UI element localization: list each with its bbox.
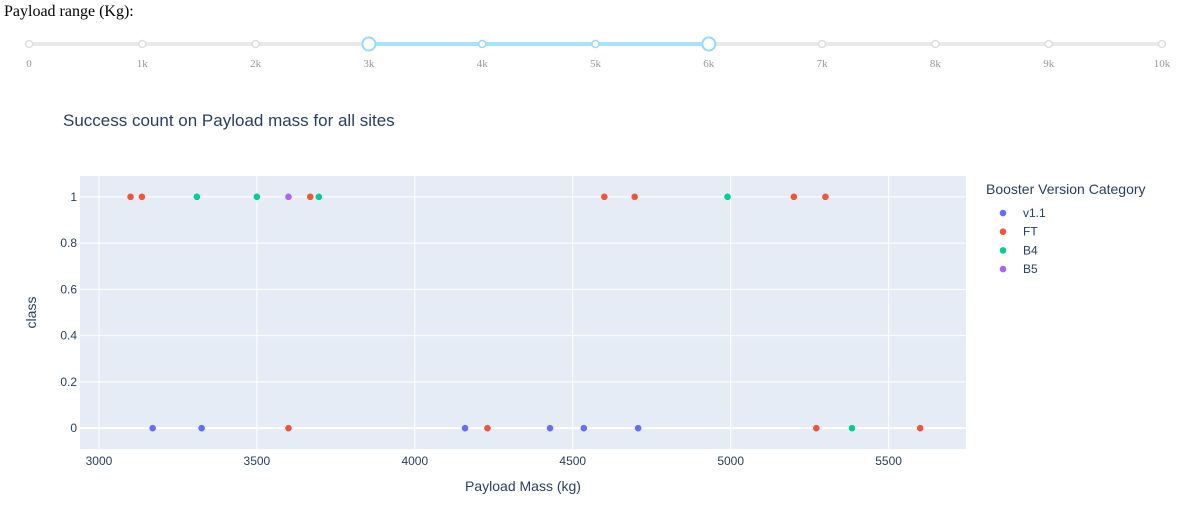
y-axis-label: class bbox=[23, 297, 39, 329]
slider-mark-label: 8k bbox=[930, 58, 942, 70]
x-tick-label: 4000 bbox=[401, 454, 428, 468]
point-v1-1[interactable] bbox=[198, 424, 205, 432]
point-b4[interactable] bbox=[724, 193, 731, 201]
point-v1-1[interactable] bbox=[580, 424, 588, 432]
y-tick-label: 0.2 bbox=[60, 375, 77, 389]
slider-dot[interactable] bbox=[477, 39, 487, 49]
x-tick-label: 4500 bbox=[559, 454, 586, 468]
x-tick-label: 5000 bbox=[717, 454, 744, 468]
y-tick-label: 0.8 bbox=[60, 236, 77, 250]
point-ft[interactable] bbox=[484, 424, 491, 432]
point-ft[interactable] bbox=[285, 424, 292, 432]
point-ft[interactable] bbox=[790, 193, 798, 201]
legend-marker[interactable] bbox=[999, 265, 1007, 273]
point-b4[interactable] bbox=[315, 193, 323, 201]
legend-item-label[interactable]: B5 bbox=[1023, 262, 1038, 276]
slider-dot[interactable] bbox=[591, 39, 600, 49]
point-ft[interactable] bbox=[138, 193, 146, 201]
slider-handle-min[interactable] bbox=[361, 36, 377, 52]
slider-mark-label: 10k bbox=[1154, 58, 1171, 70]
chart-title: Success count on Payload mass for all si… bbox=[63, 111, 395, 130]
y-tick-label: 1 bbox=[70, 190, 77, 204]
point-b5[interactable] bbox=[285, 193, 292, 201]
x-tick-label: 5500 bbox=[875, 454, 902, 468]
point-v1-1[interactable] bbox=[634, 424, 642, 432]
slider-dot[interactable] bbox=[1044, 39, 1053, 49]
slider-dot[interactable] bbox=[138, 39, 147, 49]
point-ft[interactable] bbox=[631, 193, 638, 201]
point-ft[interactable] bbox=[812, 424, 820, 432]
slider-mark-label: 9k bbox=[1043, 58, 1055, 70]
scatter-chart: Success count on Payload mass for all si… bbox=[23, 111, 1146, 494]
point-ft[interactable] bbox=[306, 193, 314, 201]
x-tick-label: 3500 bbox=[244, 454, 271, 468]
plot-area bbox=[80, 176, 966, 449]
point-v1-1[interactable] bbox=[149, 424, 156, 432]
point-ft[interactable] bbox=[916, 424, 924, 432]
payload-range-slider[interactable]: 0 1k 2k 3k 4k 5k 6k 7k 8k 9k 10k bbox=[0, 28, 1185, 108]
point-ft[interactable] bbox=[822, 193, 829, 201]
point-ft[interactable] bbox=[127, 193, 134, 201]
legend-item-label[interactable]: v1.1 bbox=[1023, 206, 1046, 220]
slider-mark-label: 5k bbox=[590, 58, 602, 70]
point-v1-1[interactable] bbox=[546, 424, 554, 432]
slider-dot[interactable] bbox=[1157, 39, 1167, 49]
slider-mark-label: 4k bbox=[477, 58, 489, 70]
point-b4[interactable] bbox=[253, 193, 261, 201]
point-b4[interactable] bbox=[193, 193, 201, 201]
slider-dot[interactable] bbox=[24, 39, 34, 49]
point-b4[interactable] bbox=[848, 424, 856, 432]
legend-marker[interactable] bbox=[999, 228, 1007, 235]
slider-mark-label: 7k bbox=[817, 58, 829, 70]
slider-handle-max[interactable] bbox=[701, 36, 717, 52]
slider-mark-label: 1k bbox=[137, 58, 149, 70]
slider-label: Payload range (Kg): bbox=[4, 3, 134, 20]
y-tick-label: 0.6 bbox=[60, 282, 77, 296]
slider-mark-label: 0 bbox=[26, 58, 32, 70]
slider-mark-label: 2k bbox=[250, 58, 262, 70]
slider-dot[interactable] bbox=[251, 39, 260, 49]
x-tick-label: 3000 bbox=[86, 454, 113, 468]
point-v1-1[interactable] bbox=[461, 424, 469, 432]
slider-dot[interactable] bbox=[817, 39, 827, 49]
legend-item-label[interactable]: B4 bbox=[1023, 243, 1038, 257]
slider-mark-label: 6k bbox=[703, 58, 715, 70]
point-ft[interactable] bbox=[601, 193, 608, 201]
y-tick-label: 0.4 bbox=[60, 329, 77, 343]
y-tick-label: 0 bbox=[70, 421, 77, 435]
slider-mark-label: 3k bbox=[363, 58, 375, 70]
slider-dot[interactable] bbox=[931, 39, 940, 49]
legend-title: Booster Version Category bbox=[986, 181, 1146, 197]
legend-item-label[interactable]: FT bbox=[1023, 225, 1038, 239]
legend-marker[interactable] bbox=[999, 247, 1007, 254]
x-axis-label: Payload Mass (kg) bbox=[465, 478, 581, 494]
legend-marker[interactable] bbox=[999, 209, 1007, 217]
